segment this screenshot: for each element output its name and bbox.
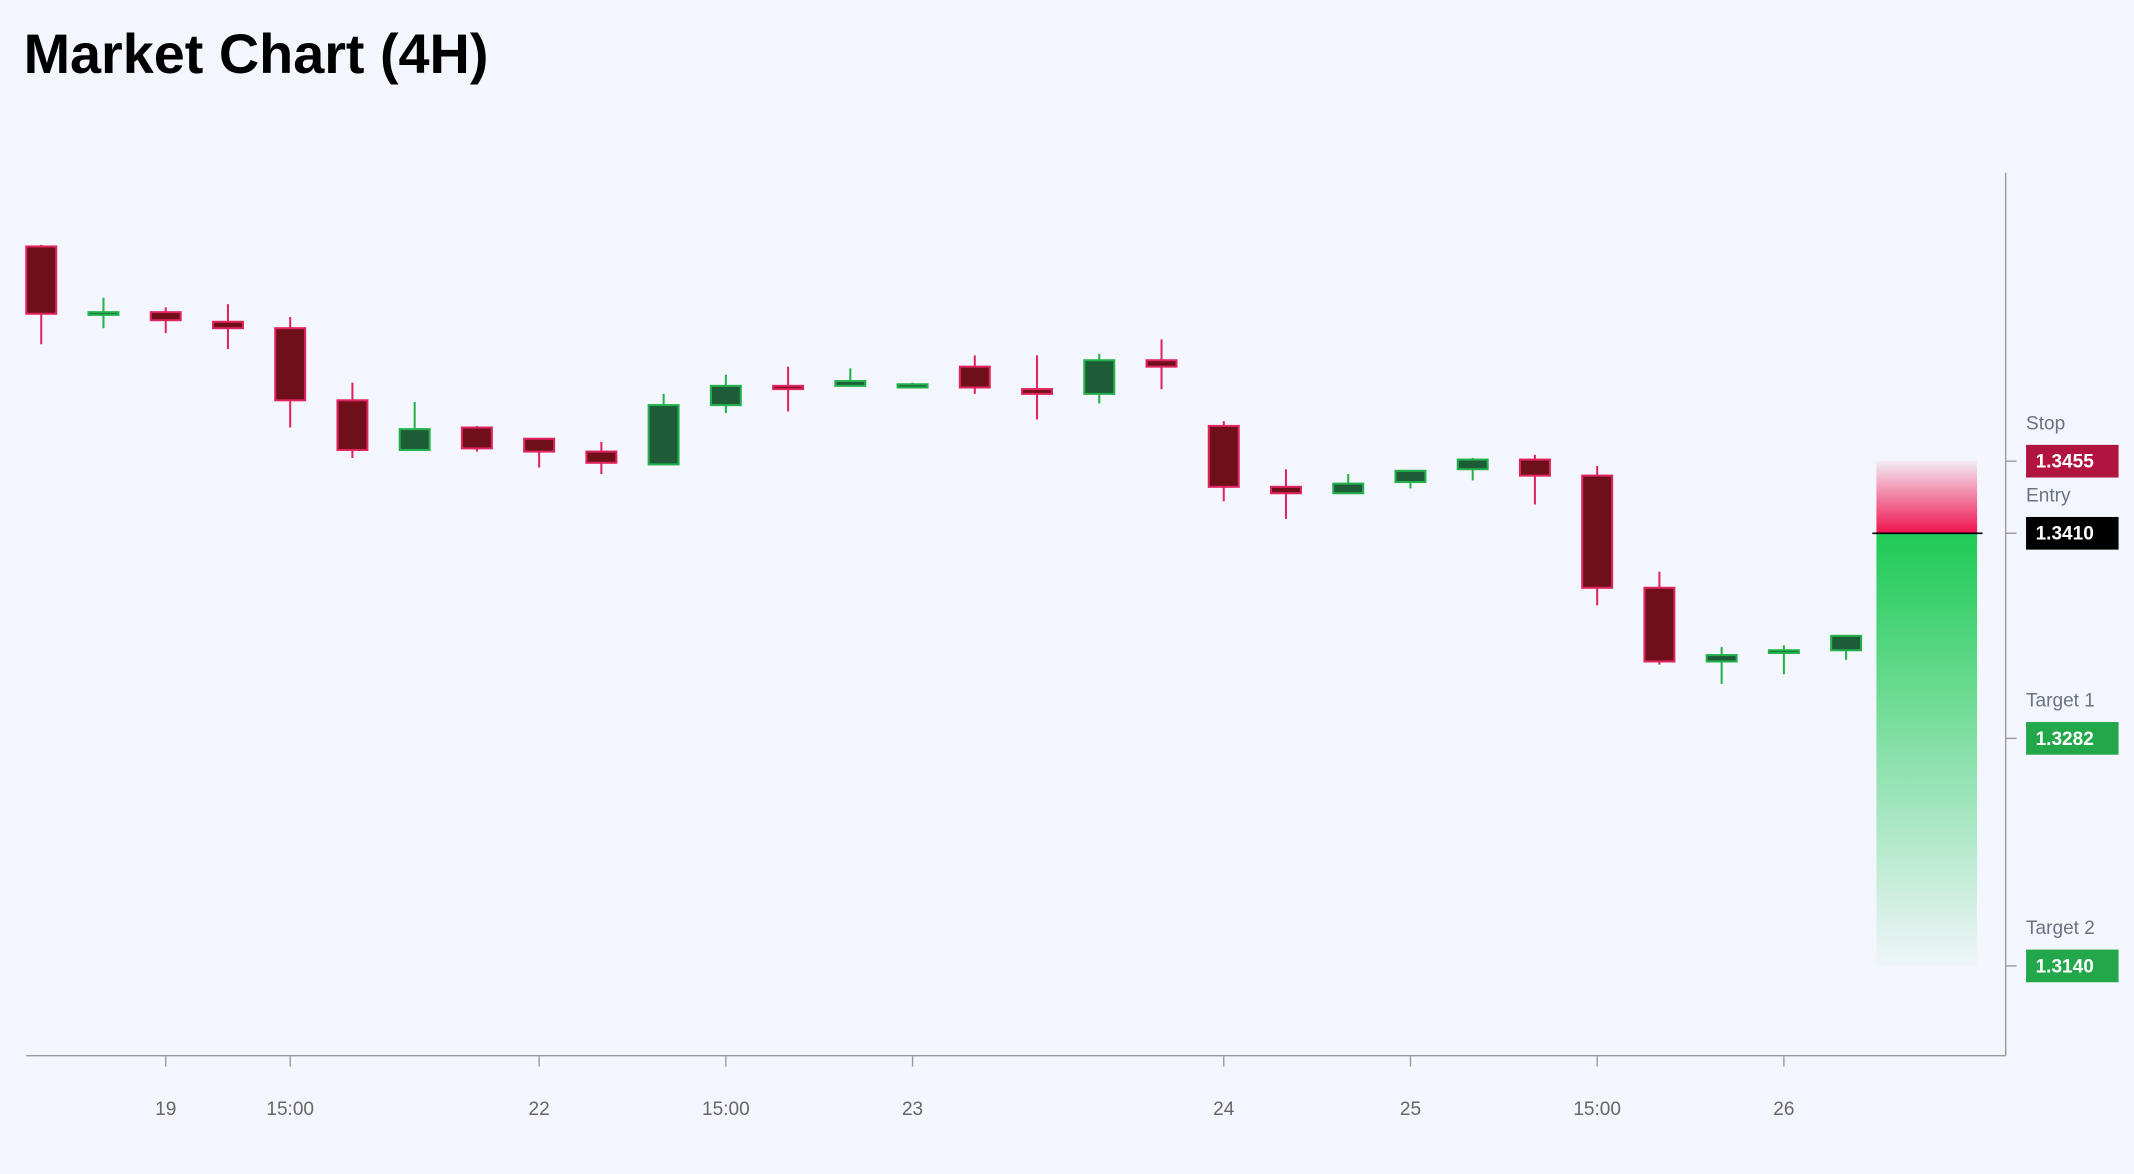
candle-body <box>1394 469 1427 484</box>
candle-body <box>1705 654 1738 663</box>
x-tick-label: 22 <box>529 1099 550 1120</box>
level-name: Target 1 <box>2026 691 2095 712</box>
candle-body <box>1332 482 1365 495</box>
x-tick-label: 23 <box>902 1099 923 1120</box>
candle-body <box>1270 485 1302 495</box>
level-box <box>2026 444 2119 478</box>
level-name: Target 2 <box>2026 918 2095 939</box>
x-tick-label: 15:00 <box>702 1099 750 1120</box>
level-box <box>2026 516 2119 550</box>
candle-body <box>87 311 120 316</box>
candle-body <box>834 380 867 387</box>
candle-body <box>1207 424 1240 488</box>
x-tick-label: 15:00 <box>266 1099 314 1120</box>
x-tick-label: 19 <box>155 1099 176 1120</box>
level-value: 1.3410 <box>2036 524 2094 545</box>
candle-body <box>1767 649 1800 655</box>
candle-body <box>896 383 929 389</box>
candle-body <box>1456 458 1489 471</box>
candle-body <box>647 404 680 466</box>
stop-zone <box>1876 461 1978 534</box>
target-zone <box>1876 533 1978 966</box>
level-box <box>2026 722 2119 755</box>
x-tick-label: 25 <box>1400 1099 1421 1120</box>
x-tick-label: 26 <box>1773 1099 1794 1120</box>
level-value: 1.3455 <box>2036 452 2095 473</box>
candle-body <box>460 426 493 450</box>
candle-body <box>1830 634 1863 652</box>
candle-body <box>274 327 307 402</box>
x-tick-label: 15:00 <box>1573 1099 1621 1120</box>
candle-body <box>149 311 182 322</box>
candle-body <box>1145 359 1178 368</box>
candle-body <box>25 245 58 315</box>
candle-body <box>523 437 556 453</box>
candle-body <box>1083 359 1116 395</box>
candle-body <box>211 320 244 330</box>
candle-body <box>398 428 431 451</box>
level-name: Stop <box>2026 413 2065 434</box>
candle-body <box>958 365 991 389</box>
candle-body <box>1581 474 1614 589</box>
candle-body <box>709 384 742 407</box>
chart-title: Market Chart (4H) <box>24 23 489 85</box>
candle-body <box>336 399 369 451</box>
candle-body <box>1518 458 1551 477</box>
x-tick-label: 24 <box>1213 1099 1235 1120</box>
level-value: 1.3282 <box>2036 729 2094 750</box>
candle-body <box>585 450 618 464</box>
level-name: Entry <box>2026 486 2071 507</box>
level-value: 1.3140 <box>2036 956 2094 977</box>
candle-body <box>1643 586 1676 663</box>
level-box <box>2026 949 2119 983</box>
candle-body <box>1021 388 1054 395</box>
candle-body <box>772 384 805 391</box>
